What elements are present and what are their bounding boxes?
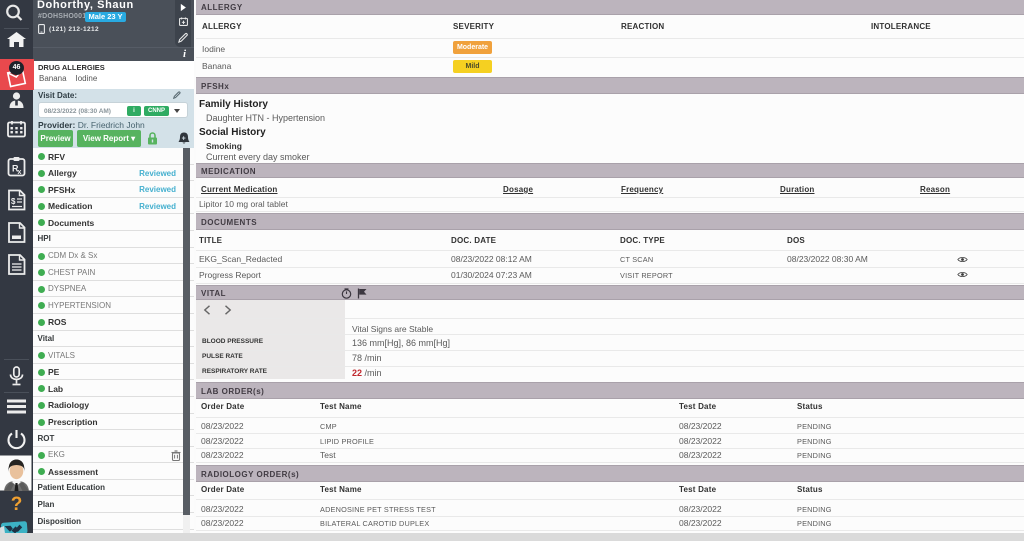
svg-text:$: $ [11,197,16,206]
svg-text:R: R [12,164,19,174]
svg-text:x: x [18,169,22,176]
svg-text:+: + [182,135,186,142]
